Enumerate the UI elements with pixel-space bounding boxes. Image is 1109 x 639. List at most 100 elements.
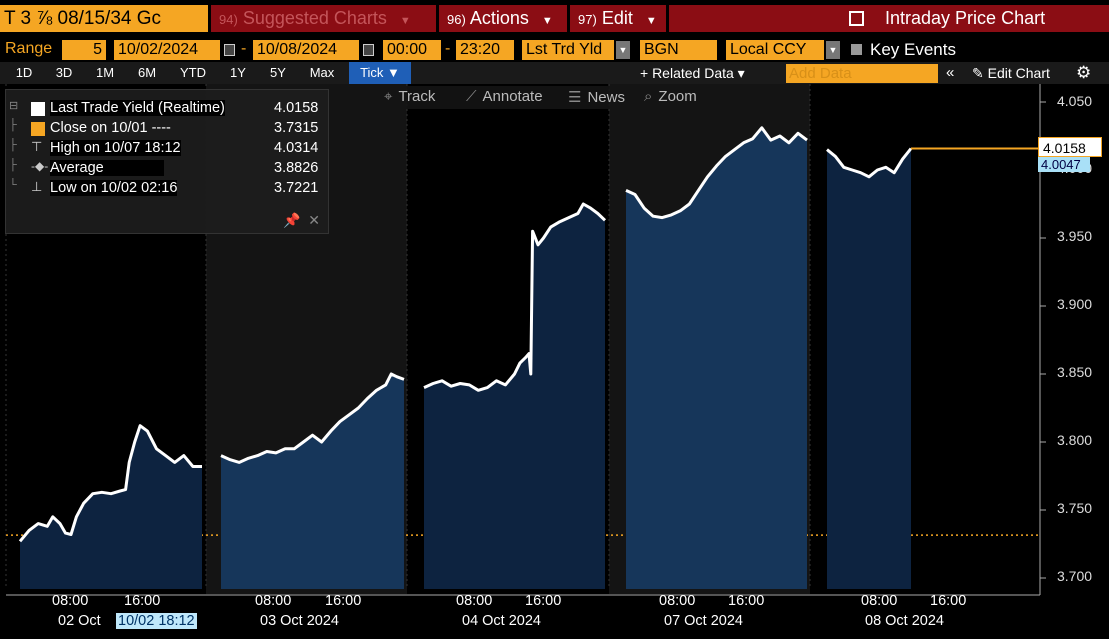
x-date-label: 08 Oct 2024 xyxy=(865,613,944,629)
currency-select[interactable]: Local CCY xyxy=(726,40,824,60)
legend-tools: 📌 ✕ xyxy=(283,212,320,229)
area-fill xyxy=(221,374,404,589)
time-dash: - xyxy=(445,40,451,57)
period-1d-button[interactable]: 1D xyxy=(15,65,33,80)
legend-value: 3.8826 xyxy=(274,160,319,176)
menu-number: 94) xyxy=(219,12,238,27)
period-toolbar: 1D 3D 1M 6M YTD 1Y 5Y Max Tick ▼ + Relat… xyxy=(0,62,1109,84)
actions-label: Actions xyxy=(469,8,529,28)
add-data-input[interactable]: Add Data xyxy=(786,64,938,83)
collapse-chevron-icon[interactable]: « xyxy=(946,64,955,81)
last-value-tag: 4.0158 xyxy=(1038,137,1102,157)
end-time-field[interactable]: 23:20 xyxy=(456,40,514,60)
period-1y-button[interactable]: 1Y xyxy=(230,65,246,80)
legend-value: 3.7221 xyxy=(274,180,319,196)
pin-icon[interactable]: 📌 xyxy=(283,212,301,228)
area-fill xyxy=(827,148,911,589)
period-ytd-button[interactable]: YTD xyxy=(180,65,206,80)
legend-row-low: └ ⊥ Low on 10/02 02:16 3.7221 xyxy=(6,179,330,199)
intraday-chart[interactable] xyxy=(0,84,1109,639)
y-tick-label: 3.700 xyxy=(1057,568,1093,584)
caret-down-icon: ▼ xyxy=(645,15,657,27)
news-icon: ☰ xyxy=(568,89,582,106)
x-time-label: 16:00 xyxy=(525,593,562,609)
actions-menu-button[interactable]: 96) Actions ▼ xyxy=(439,5,567,32)
end-date-field[interactable]: 10/08/2024 xyxy=(253,40,359,60)
yield-line xyxy=(625,126,808,220)
crosshair-icon: ⌖ xyxy=(384,88,393,105)
suggested-charts-label: Suggested Charts xyxy=(242,8,387,28)
cursor-date-tag: 10/02 18:12 xyxy=(116,613,197,629)
tree-branch-icon: ├ xyxy=(9,119,17,131)
news-label: News xyxy=(587,89,625,106)
period-max-button[interactable]: Max xyxy=(309,65,335,80)
tree-branch-icon: └ xyxy=(9,179,17,191)
legend-row-average: ├ -◆- Average 3.8826 xyxy=(6,159,330,179)
start-date-field[interactable]: 10/02/2024 xyxy=(114,40,220,60)
range-row: Range 5 10/02/2024 - 10/08/2024 00:00 - … xyxy=(0,38,1109,62)
security-ticker-field[interactable]: T 3 ⅞ 08/15/34 Gc xyxy=(0,5,208,32)
low-marker-icon: ⊥ xyxy=(31,179,43,194)
related-data-button[interactable]: + Related Data ▾ xyxy=(640,65,745,81)
edit-chart-button[interactable]: ✎ Edit Chart xyxy=(972,62,1050,84)
x-date-label: 04 Oct 2024 xyxy=(462,613,541,629)
external-link-icon[interactable] xyxy=(849,11,864,26)
x-date-label: 07 Oct 2024 xyxy=(664,613,743,629)
legend-row-last: ⊟ Last Trade Yield (Realtime) 4.0158 xyxy=(6,99,330,119)
legend-name: Average xyxy=(50,160,164,176)
dropdown-arrow-icon[interactable]: ▼ xyxy=(616,41,630,59)
period-1m-button[interactable]: 1M xyxy=(95,65,115,80)
x-time-label: 16:00 xyxy=(124,593,161,609)
annotate-tool[interactable]: ⟋ Annotate xyxy=(466,88,543,105)
period-6m-button[interactable]: 6M xyxy=(137,65,157,80)
area-fill xyxy=(626,127,807,590)
chart-legend[interactable]: ⊟ Last Trade Yield (Realtime) 4.0158 ├ C… xyxy=(5,89,329,234)
average-marker-icon: -◆- xyxy=(31,159,49,173)
x-time-label: 08:00 xyxy=(255,593,292,609)
legend-name: Low on 10/02 02:16 xyxy=(50,180,178,196)
news-tool[interactable]: ☰ News xyxy=(568,88,625,106)
tree-branch-icon: ├ xyxy=(9,159,17,171)
legend-name: High on 10/07 18:12 xyxy=(50,140,181,156)
source-field[interactable]: BGN xyxy=(640,40,717,60)
range-count-field[interactable]: 5 xyxy=(62,40,106,60)
track-label: Track xyxy=(398,88,436,105)
yield-line xyxy=(423,202,607,392)
period-3d-button[interactable]: 3D xyxy=(55,65,73,80)
y-tick-label: 4.050 xyxy=(1057,93,1093,109)
zoom-tool[interactable]: ⌕ Zoom xyxy=(644,88,697,105)
area-fill xyxy=(424,204,605,589)
x-date-label: 02 Oct xyxy=(58,613,101,629)
chart-tools-bar: ⌖ Track ⟋ Annotate ☰ News ⌕ Zoom xyxy=(376,86,720,109)
header-bar: T 3 ⅞ 08/15/34 Gc 94) Suggested Charts ▼… xyxy=(0,0,1109,36)
legend-name: Last Trade Yield (Realtime) xyxy=(50,100,225,116)
annotate-icon: ⟋ xyxy=(466,88,477,105)
close-icon[interactable]: ✕ xyxy=(308,212,320,228)
period-tick-button[interactable]: Tick ▼ xyxy=(349,62,411,84)
edit-chart-label: Edit Chart xyxy=(987,65,1050,81)
range-dash: - xyxy=(241,40,247,57)
x-time-label: 08:00 xyxy=(861,593,898,609)
key-events-toggle[interactable]: Key Events xyxy=(851,40,956,60)
x-date-label: 03 Oct 2024 xyxy=(260,613,339,629)
track-tool[interactable]: ⌖ Track xyxy=(384,88,435,105)
period-5y-button[interactable]: 5Y xyxy=(270,65,286,80)
x-time-label: 08:00 xyxy=(659,593,696,609)
chart-title-bar[interactable]: Intraday Price Chart xyxy=(669,5,1109,32)
x-time-label: 16:00 xyxy=(728,593,765,609)
collapse-icon[interactable]: ⊟ xyxy=(9,100,19,112)
area-fill xyxy=(20,425,202,589)
calendar-icon[interactable] xyxy=(224,44,235,56)
dropdown-arrow-icon[interactable]: ▼ xyxy=(826,41,840,59)
calendar-icon[interactable] xyxy=(363,44,374,56)
checkbox-icon[interactable] xyxy=(851,44,862,55)
x-time-label: 08:00 xyxy=(52,593,89,609)
range-label: Range xyxy=(5,40,53,57)
magnifier-icon: ⌕ xyxy=(644,88,653,105)
start-time-field[interactable]: 00:00 xyxy=(383,40,441,60)
suggested-charts-button[interactable]: 94) Suggested Charts ▼ xyxy=(211,5,436,32)
gear-icon[interactable]: ⚙ xyxy=(1076,63,1092,82)
edit-menu-button[interactable]: 97) Edit ▼ xyxy=(570,5,666,32)
field-select[interactable]: Lst Trd Yld xyxy=(522,40,614,60)
yield-line xyxy=(826,147,913,179)
